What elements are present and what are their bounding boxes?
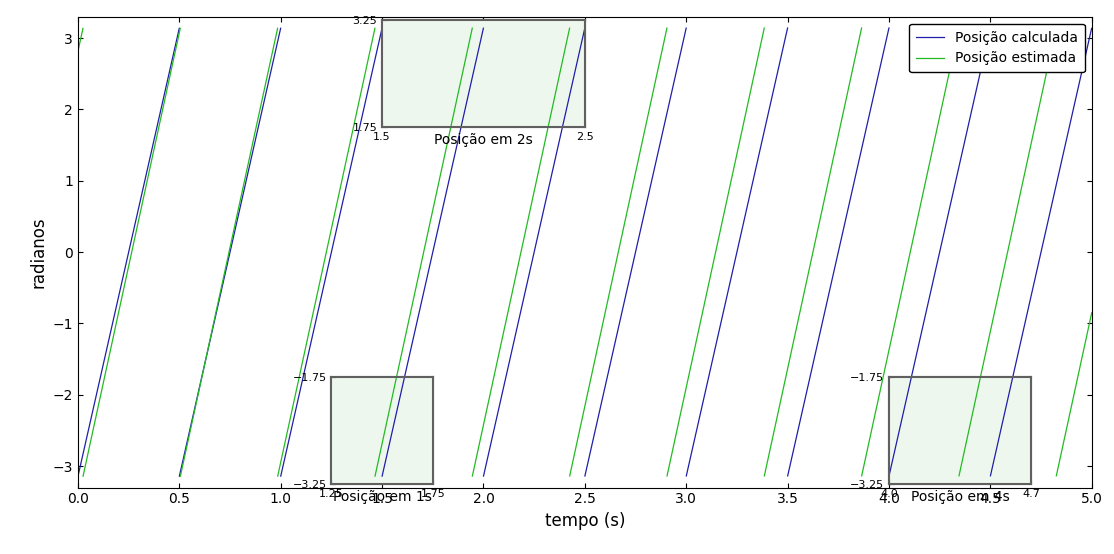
Posição calculada bbox=[667, 81, 681, 88]
Posição calculada bbox=[71, 473, 85, 480]
Text: Posição em 1s: Posição em 1s bbox=[333, 490, 431, 504]
Posição estimada bbox=[989, 302, 1003, 309]
X-axis label: tempo (s): tempo (s) bbox=[545, 512, 625, 530]
Posição estimada bbox=[319, 255, 332, 262]
Bar bbox=[889, 377, 1030, 484]
Posição calculada bbox=[114, 286, 127, 293]
Line: Posição estimada: Posição estimada bbox=[78, 28, 1092, 476]
Bar bbox=[382, 20, 585, 127]
Y-axis label: radianos: radianos bbox=[29, 216, 47, 288]
Posição calculada bbox=[569, 61, 583, 68]
Posição estimada bbox=[71, 48, 85, 55]
Posição calculada bbox=[1085, 473, 1098, 480]
Text: Posição em 4s: Posição em 4s bbox=[910, 490, 1009, 504]
Legend: Posição calculada, Posição estimada: Posição calculada, Posição estimada bbox=[909, 24, 1085, 73]
Posição calculada bbox=[617, 299, 631, 306]
Line: Posição calculada: Posição calculada bbox=[78, 28, 1092, 476]
Posição estimada bbox=[1085, 310, 1098, 316]
Posição calculada bbox=[986, 464, 999, 470]
Posição calculada bbox=[531, 232, 545, 239]
Bar bbox=[332, 377, 433, 484]
Posição estimada bbox=[911, 212, 925, 219]
Text: Posição em 2s: Posição em 2s bbox=[434, 133, 532, 147]
Posição estimada bbox=[560, 38, 574, 44]
Posição estimada bbox=[597, 317, 610, 324]
Posição estimada bbox=[670, 430, 683, 437]
